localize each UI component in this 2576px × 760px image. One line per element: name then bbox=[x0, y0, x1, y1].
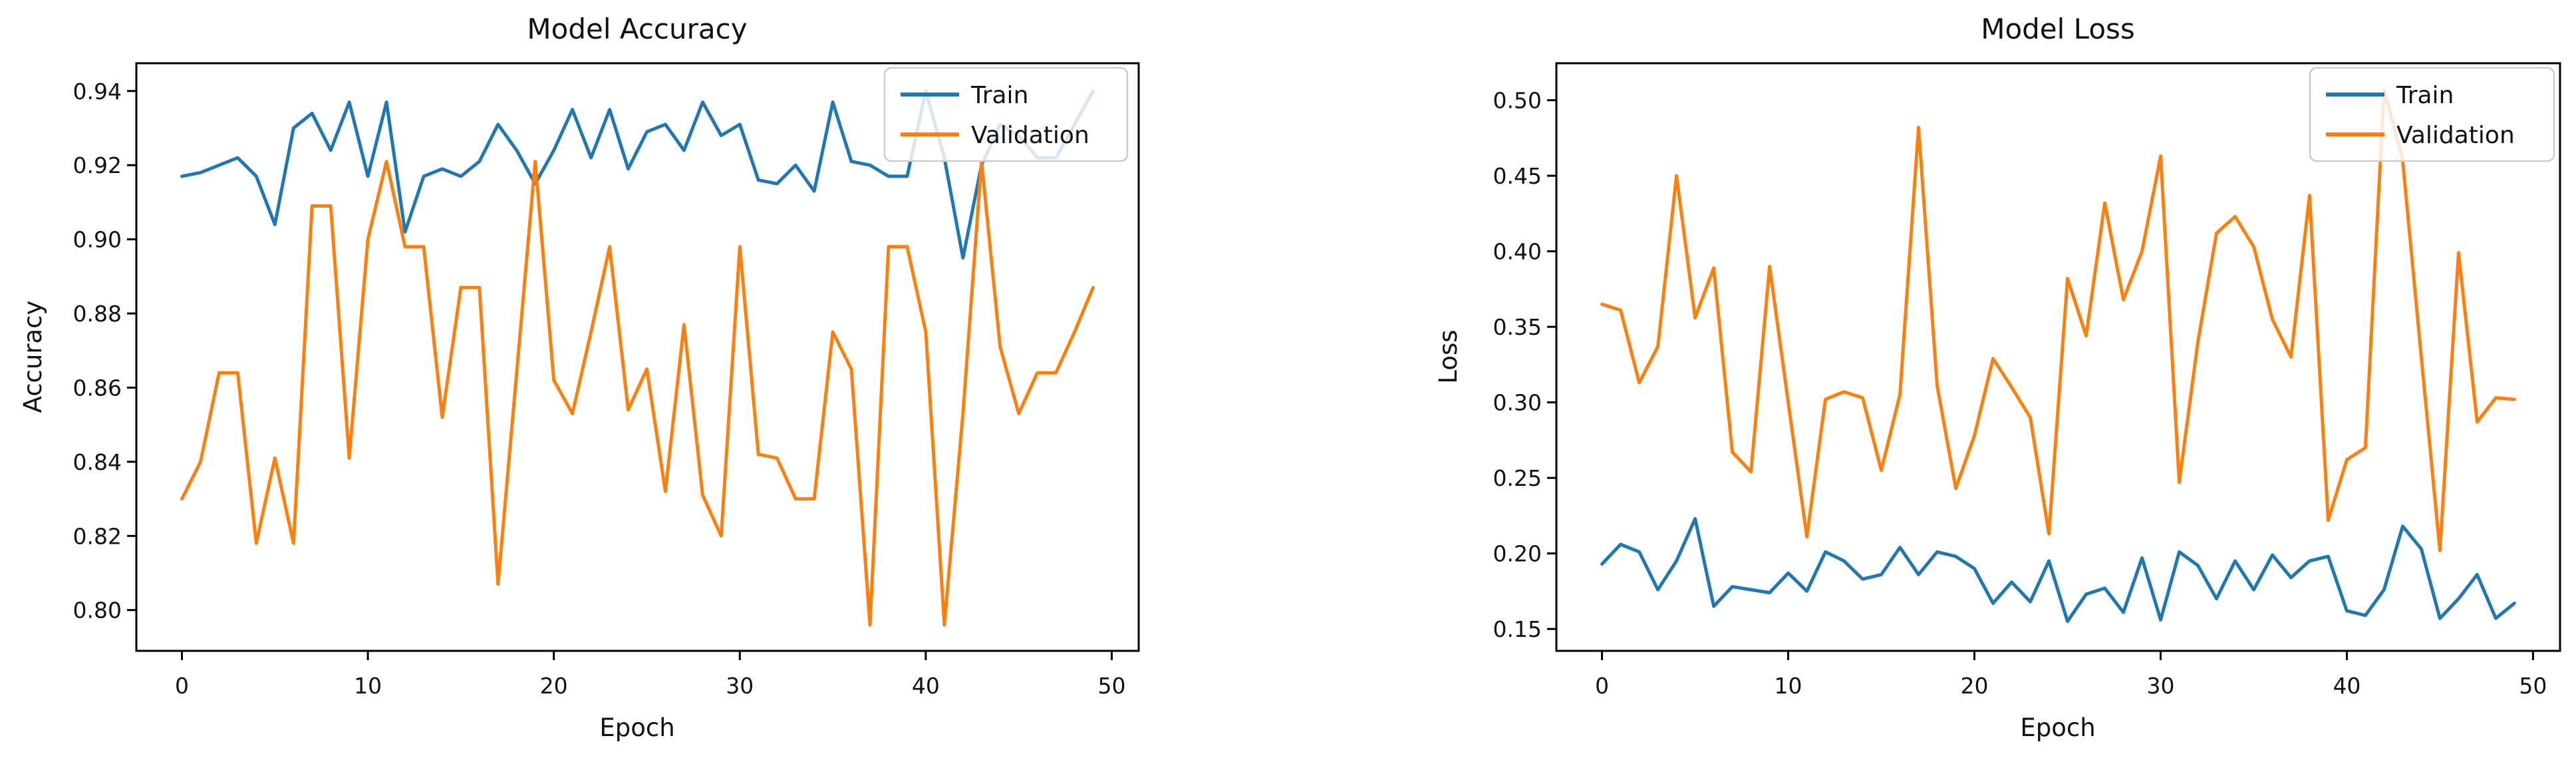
y-tick-label: 0.35 bbox=[1493, 314, 1542, 340]
y-tick-label: 0.15 bbox=[1493, 616, 1542, 642]
x-tick-label: 40 bbox=[912, 673, 940, 699]
loss-chart-title: Model Loss bbox=[1981, 13, 2135, 45]
y-tick-label: 0.20 bbox=[1493, 541, 1542, 567]
legend-box bbox=[883, 67, 1129, 162]
y-tick-label: 0.82 bbox=[73, 523, 122, 549]
y-tick-label: 0.25 bbox=[1493, 465, 1542, 491]
x-tick-label: 0 bbox=[175, 673, 189, 699]
x-tick-label: 20 bbox=[540, 673, 568, 699]
validation-line bbox=[180, 160, 1095, 627]
legend-box bbox=[2309, 67, 2555, 162]
accuracy-chart-title: Model Accuracy bbox=[527, 13, 747, 45]
y-tick-label: 0.40 bbox=[1493, 239, 1542, 265]
y-tick-label: 0.45 bbox=[1493, 163, 1542, 189]
y-tick-label: 0.86 bbox=[73, 375, 122, 401]
y-tick-label: 0.30 bbox=[1493, 390, 1542, 416]
y-tick-label: 0.88 bbox=[73, 301, 122, 327]
x-tick-label: 10 bbox=[354, 673, 382, 699]
legend-label-validation: Validation bbox=[971, 122, 1089, 149]
legend-label-validation: Validation bbox=[2396, 122, 2515, 149]
accuracy-yaxis-label: Accuracy bbox=[19, 301, 47, 413]
x-tick-label: 10 bbox=[1775, 673, 1802, 699]
y-tick-label: 0.94 bbox=[73, 79, 122, 104]
train-line bbox=[1600, 516, 2516, 624]
y-tick-label: 0.80 bbox=[73, 598, 122, 624]
y-tick-label: 0.92 bbox=[73, 152, 122, 178]
loss-chart: 0 10 20 30 40 50 0.15 0.20 0.25 0.30 0.35 0.40 0.45 0… bbox=[1493, 62, 2561, 699]
loss-yaxis-label: Loss bbox=[1434, 329, 1463, 383]
validation-line bbox=[1600, 88, 2516, 552]
y-tick-label: 0.90 bbox=[73, 227, 122, 253]
accuracy-chart: 0 10 20 30 40 50 0.80 0.82 0.84 0.86 0.88 0.90 0.92 0… bbox=[73, 62, 1140, 699]
y-tick-label: 0.50 bbox=[1493, 88, 1542, 114]
x-tick-label: 50 bbox=[2519, 673, 2547, 699]
x-tick-label: 40 bbox=[2333, 673, 2361, 699]
accuracy-xaxis-label: Epoch bbox=[599, 713, 674, 742]
loss-xaxis-label: Epoch bbox=[2020, 713, 2095, 742]
legend-label-train: Train bbox=[2396, 82, 2454, 109]
x-tick-label: 30 bbox=[2146, 673, 2174, 699]
x-tick-label: 0 bbox=[1595, 673, 1609, 699]
y-tick-label: 0.84 bbox=[73, 449, 122, 475]
x-tick-label: 30 bbox=[726, 673, 754, 699]
x-tick-label: 20 bbox=[1961, 673, 1989, 699]
legend-label-train: Train bbox=[970, 82, 1028, 109]
x-tick-label: 50 bbox=[1097, 673, 1125, 699]
